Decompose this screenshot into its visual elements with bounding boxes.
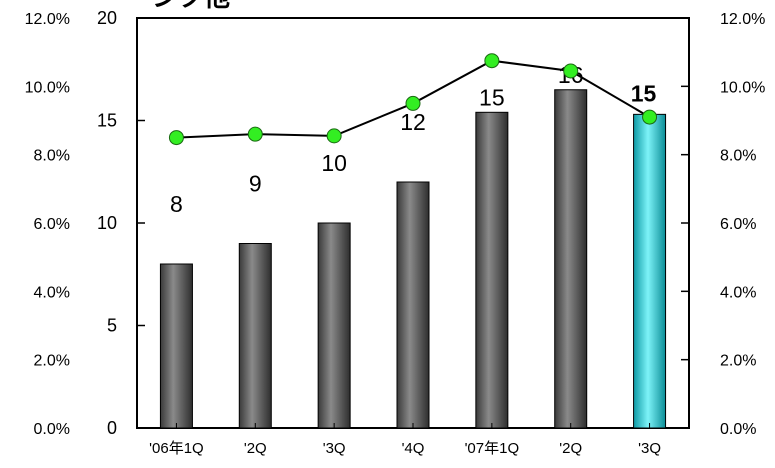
bar-data-label: 15 [479, 84, 505, 110]
x-axis-tick-label: '4Q [402, 440, 425, 457]
right-axis-tick-label: 12.0% [720, 11, 765, 28]
x-axis-tick-label: '3Q [323, 440, 346, 457]
bar [475, 111, 509, 429]
outer-left-axis-tick-label: 0.0% [34, 421, 70, 438]
bar [159, 263, 193, 429]
right-axis-tick-label: 0.0% [720, 421, 756, 438]
left-axis-tick-label: 15 [97, 111, 117, 131]
x-axis-tick-label: '2Q [244, 440, 267, 457]
bar-data-label: 8 [170, 191, 183, 217]
left-axis-tick-label: 20 [97, 8, 117, 28]
bar [554, 89, 588, 429]
ratio-point [484, 53, 500, 69]
outer-left-axis-tick-label: 6.0% [34, 216, 70, 233]
bar-data-label: 12 [400, 109, 426, 135]
right-axis-tick-label: 8.0% [720, 148, 756, 165]
right-axis-tick-label: 10.0% [720, 79, 765, 96]
ratio-point [405, 95, 421, 111]
bar-data-label: 10 [321, 150, 347, 176]
x-axis-tick-label: '07年1Q [465, 440, 520, 457]
ratio-point [563, 63, 579, 79]
ratio-point [247, 126, 263, 142]
outer-left-axis-tick-label: 10.0% [25, 79, 70, 96]
bar-highlighted [633, 113, 667, 429]
outer-left-axis-tick-label: 2.0% [34, 353, 70, 370]
outer-left-axis-tick-label: 12.0% [25, 11, 70, 28]
x-axis-tick-label: '2Q [559, 440, 582, 457]
ratio-point [642, 109, 658, 125]
left-axis-tick-label: 5 [107, 316, 117, 336]
x-axis-tick-label: '06年1Q [149, 440, 204, 457]
x-axis-tick-label: '3Q [638, 440, 661, 457]
outer-left-axis-tick-label: 4.0% [34, 284, 70, 301]
bar [396, 181, 430, 429]
bar-data-label: 15 [631, 80, 657, 106]
left-axis-tick-label: 0 [107, 418, 117, 438]
left-axis-tick-label: 10 [97, 213, 117, 233]
outer-left-axis-tick-label: 8.0% [34, 148, 70, 165]
bar [238, 243, 272, 429]
chart-title-fragment: ンク他 [152, 0, 230, 12]
bar-data-label: 9 [249, 171, 262, 197]
right-axis-tick-label: 2.0% [720, 353, 756, 370]
bar [317, 222, 351, 429]
right-axis-tick-label: 6.0% [720, 216, 756, 233]
right-axis-tick-label: 4.0% [720, 284, 756, 301]
ratio-point [168, 130, 184, 146]
ratio-point [326, 128, 342, 144]
